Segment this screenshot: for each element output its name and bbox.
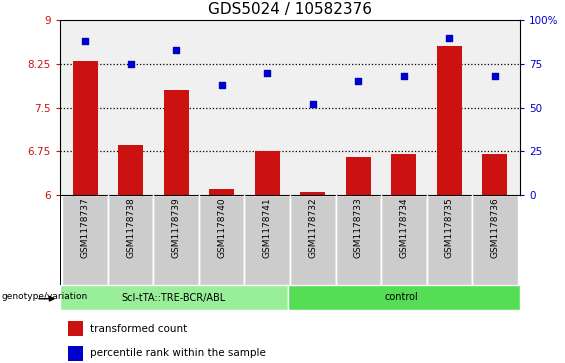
Bar: [437, 46, 462, 195]
Text: percentile rank within the sample: percentile rank within the sample: [90, 348, 266, 359]
Text: GSM1178737: GSM1178737: [81, 198, 89, 258]
Text: GSM1178733: GSM1178733: [354, 198, 363, 258]
Bar: [72, 61, 98, 195]
Point: [399, 73, 408, 79]
Text: transformed count: transformed count: [90, 323, 187, 334]
Point: [490, 73, 499, 79]
Text: GSM1178741: GSM1178741: [263, 198, 272, 258]
Bar: [290, 195, 336, 285]
Bar: [245, 195, 290, 285]
Bar: [62, 195, 108, 285]
Bar: [209, 189, 234, 195]
Bar: [118, 146, 143, 195]
Text: ScI-tTA::TRE-BCR/ABL: ScI-tTA::TRE-BCR/ABL: [121, 293, 226, 302]
Text: GSM1178739: GSM1178739: [172, 198, 181, 258]
Point: [445, 34, 454, 40]
Bar: [255, 151, 280, 195]
Bar: [381, 195, 427, 285]
Text: GSM1178736: GSM1178736: [490, 198, 499, 258]
Bar: [60, 285, 288, 310]
Bar: [336, 195, 381, 285]
Bar: [288, 285, 520, 310]
Bar: [300, 192, 325, 195]
Point: [126, 61, 135, 67]
Bar: [199, 195, 245, 285]
Point: [81, 38, 90, 44]
Text: control: control: [385, 293, 419, 302]
Bar: [68, 321, 82, 336]
Point: [263, 70, 272, 76]
Text: GSM1178732: GSM1178732: [308, 198, 318, 258]
Point: [308, 101, 318, 107]
Bar: [108, 195, 153, 285]
Text: genotype/variation: genotype/variation: [1, 292, 88, 301]
Bar: [68, 346, 82, 361]
Text: GSM1178738: GSM1178738: [126, 198, 135, 258]
Text: GSM1178734: GSM1178734: [399, 198, 408, 258]
Title: GDS5024 / 10582376: GDS5024 / 10582376: [208, 3, 372, 17]
Point: [354, 78, 363, 84]
Bar: [392, 154, 416, 195]
Text: GSM1178740: GSM1178740: [217, 198, 226, 258]
Point: [172, 47, 181, 53]
Bar: [164, 90, 189, 195]
Text: GSM1178735: GSM1178735: [445, 198, 454, 258]
Bar: [472, 195, 518, 285]
Point: [217, 82, 226, 87]
Bar: [483, 154, 507, 195]
Bar: [153, 195, 199, 285]
Bar: [427, 195, 472, 285]
Bar: [346, 157, 371, 195]
